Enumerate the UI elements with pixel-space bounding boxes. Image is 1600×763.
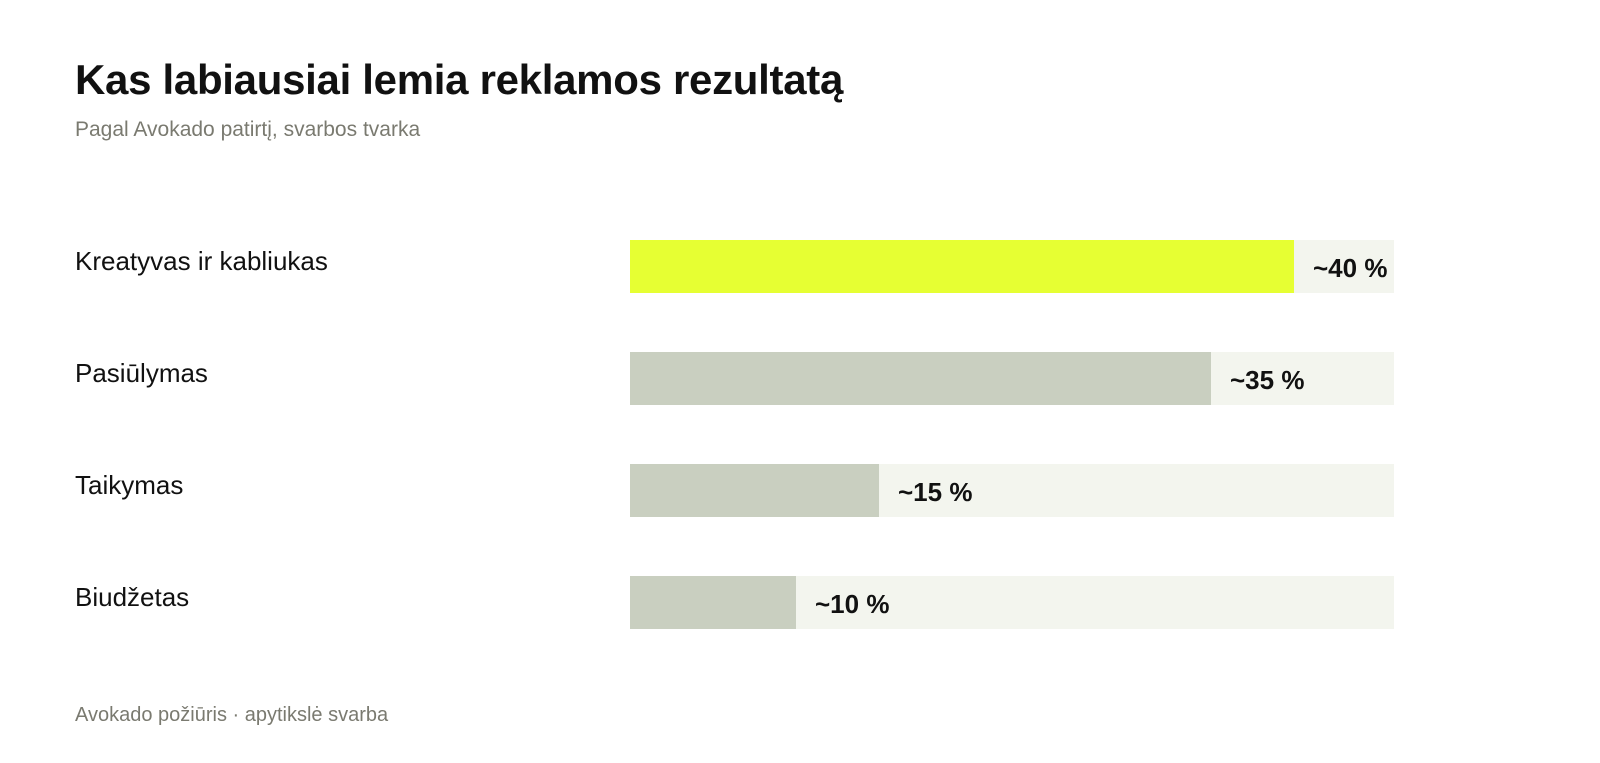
chart-subtitle: Pagal Avokado patirtį, svarbos tvarka: [75, 118, 421, 141]
bar: [630, 240, 1294, 293]
bar: [630, 352, 1211, 405]
bar-track: ~15 %: [630, 464, 1394, 517]
bar-category-label: Kreatyvas ir kabliukas: [75, 246, 328, 276]
bar: [630, 576, 796, 629]
bar-value-label: ~35 %: [1230, 365, 1305, 395]
bar-value-label: ~10 %: [815, 589, 890, 619]
bar-value-label: ~40 %: [1313, 253, 1388, 283]
bar: [630, 464, 879, 517]
bar-track: ~10 %: [630, 576, 1394, 629]
bar-track: ~35 %: [630, 352, 1394, 405]
bar-track: ~40 %: [630, 240, 1394, 293]
chart-footnote: Avokado požiūris · apytikslė svarba: [75, 704, 389, 726]
bar-category-label: Taikymas: [75, 470, 184, 500]
chart-title: Kas labiausiai lemia reklamos rezultatą: [75, 56, 844, 103]
bar-category-label: Biudžetas: [75, 582, 190, 612]
bar-value-label: ~15 %: [898, 477, 973, 507]
bar-category-label: Pasiūlymas: [75, 358, 208, 388]
